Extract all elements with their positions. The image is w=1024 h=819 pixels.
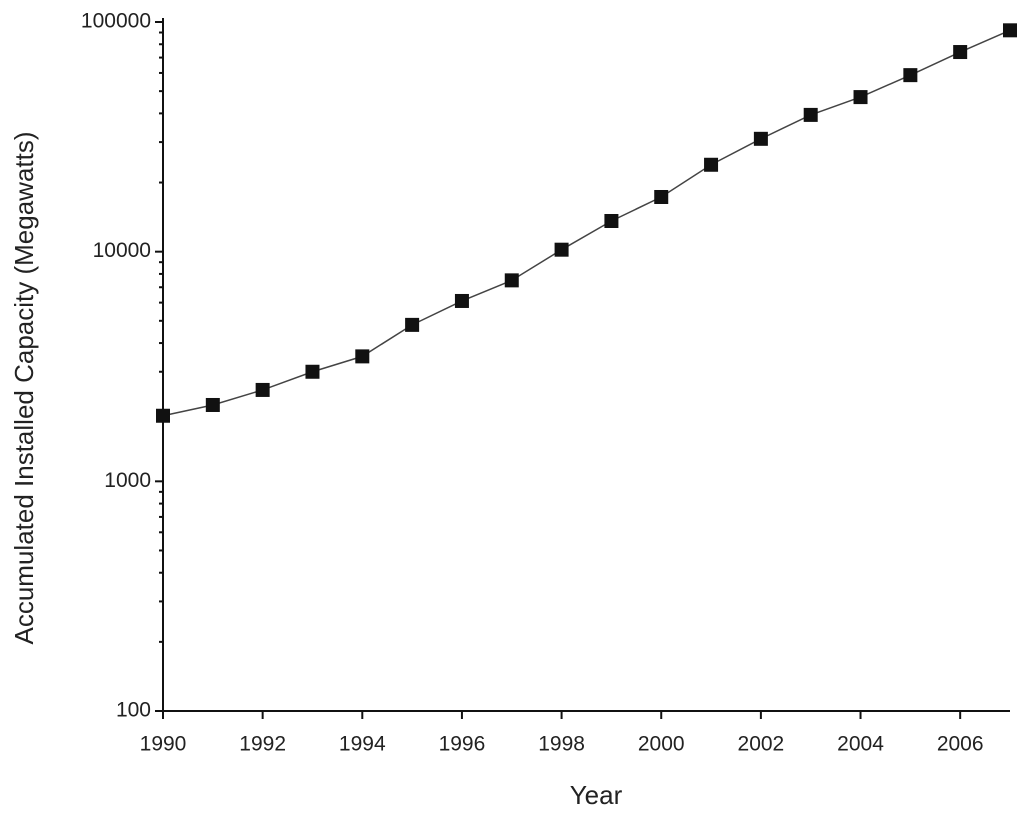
y-tick-label: 100 (116, 699, 151, 722)
data-point (853, 90, 868, 105)
data-point (654, 189, 669, 204)
x-tick-label: 1996 (439, 733, 486, 756)
x-tick-label: 2002 (738, 733, 785, 756)
series-line (162, 29, 1011, 417)
data-point (504, 273, 519, 288)
data-point (355, 349, 370, 364)
data-point (454, 293, 469, 308)
x-tick-label: 1992 (239, 733, 286, 756)
data-point (903, 68, 918, 83)
x-tick-label: 2000 (638, 733, 685, 756)
y-axis-label: Accumulated Installed Capacity (Megawatt… (9, 131, 39, 644)
data-point (753, 131, 768, 146)
x-tick-label: 1994 (339, 733, 386, 756)
y-tick-label: 100000 (81, 10, 151, 33)
data-point (205, 397, 220, 412)
x-tick-label: 1998 (538, 733, 585, 756)
x-tick-label: 2006 (937, 733, 984, 756)
data-point (704, 157, 719, 172)
x-axis-label: Year (570, 780, 623, 810)
data-point (255, 382, 270, 397)
data-point (554, 242, 569, 257)
y-tick-label: 1000 (104, 469, 151, 492)
x-tick-label: 2004 (837, 733, 884, 756)
data-point (1003, 23, 1017, 38)
data-point (405, 317, 420, 332)
data-point (604, 213, 619, 228)
data-point (803, 107, 818, 122)
data-point (156, 408, 170, 423)
data-point (305, 364, 320, 379)
y-tick-label: 10000 (93, 239, 151, 262)
x-tick-label: 1990 (140, 733, 187, 756)
data-point (953, 45, 968, 60)
